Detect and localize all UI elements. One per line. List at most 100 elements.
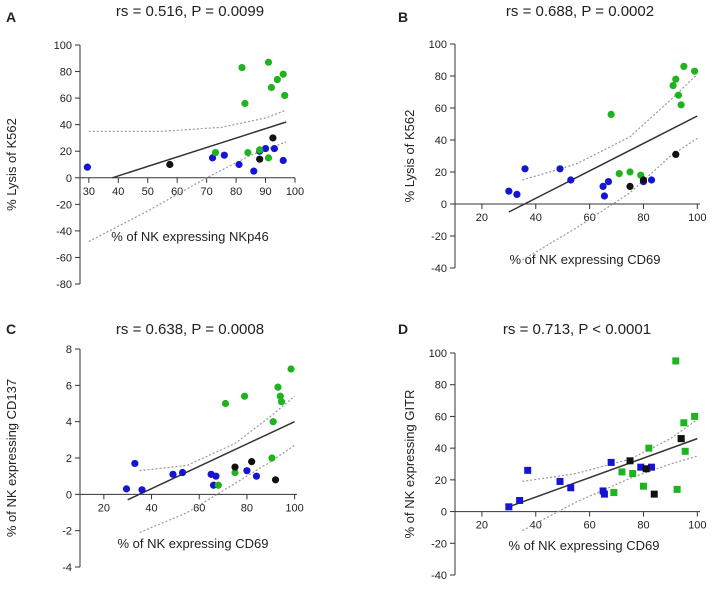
data-point-blue [524,466,532,474]
data-point-black [248,458,256,466]
y-tick-label: -40 [56,226,72,238]
y-axis-label: % Lysis of K562 [402,110,417,203]
data-point-green [607,110,615,118]
data-point-green [680,419,688,427]
y-tick-label: 80 [60,67,72,79]
data-point-blue [600,192,609,200]
data-point-blue [270,144,278,153]
x-tick-label: 100 [285,502,303,514]
data-point-blue [513,190,521,198]
y-tick-label: 0 [66,489,72,501]
panel-title: rs = 0.638, P = 0.0008 [116,321,264,338]
panel-letter: D [398,321,408,337]
y-tick-label: -20 [431,231,447,243]
data-point-green [264,58,273,66]
y-tick-label: 100 [429,348,447,360]
y-tick-label: -40 [431,570,447,582]
data-point-blue [243,467,251,475]
x-tick-label: 80 [230,186,242,198]
data-point-blue [637,463,645,471]
y-tick-label: 20 [435,475,447,487]
data-point-black [677,435,685,443]
data-point-green [672,75,680,83]
x-tick-label: 80 [637,212,649,224]
data-point-green [279,70,287,78]
y-tick-label: 0 [441,507,447,519]
data-point-green [615,170,623,178]
y-tick-label: 60 [435,411,447,423]
data-point-blue [131,459,139,468]
y-tick-label: 80 [435,380,447,392]
data-point-green [287,365,295,373]
data-point-blue [169,470,177,478]
x-tick-label: 60 [583,520,595,532]
y-tick-label: 60 [435,103,447,115]
x-tick-label: 80 [241,502,253,514]
y-tick-label: -4 [62,562,72,574]
y-tick-label: 80 [435,71,447,83]
y-tick-label: 6 [66,380,72,392]
x-tick-label: 40 [145,502,157,514]
data-point-green [277,398,286,406]
data-point-black [626,457,634,465]
data-point-green [629,470,637,478]
data-point-blue [521,165,529,173]
data-point-green [269,418,277,426]
ci-upper-curve [139,395,295,472]
data-point-blue [647,176,656,184]
ci-upper-curve [522,419,698,482]
y-tick-label: 4 [66,417,72,429]
data-point-green [610,489,618,497]
data-point-green [669,82,677,90]
y-tick-label: -20 [431,538,447,550]
data-point-black [231,463,239,471]
panel-title: rs = 0.713, P < 0.0001 [503,321,651,338]
regression-line [508,115,698,213]
y-tick-label: 100 [429,39,447,51]
data-point-blue [648,463,656,471]
y-tick-label: 40 [435,443,447,455]
y-tick-label: -60 [56,252,72,264]
data-point-green [639,482,647,490]
data-point-blue [599,182,607,190]
data-point-blue [252,472,261,480]
x-axis-label: % of NK expressing CD69 [508,538,659,553]
data-point-black [256,155,264,163]
x-tick-label: 60 [193,502,205,514]
x-tick-label: 20 [98,502,110,514]
x-tick-label: 90 [259,186,271,198]
data-point-green [268,454,276,462]
x-tick-label: 20 [476,212,488,224]
y-tick-label: -40 [431,263,447,275]
data-point-blue [604,178,613,186]
data-point-blue [250,167,258,175]
data-point-blue [600,490,608,498]
data-point-green [681,447,689,455]
regression-line [112,121,287,179]
x-tick-label: 50 [142,186,154,198]
data-point-green [221,399,230,408]
data-point-green [691,67,699,75]
data-point-green [626,168,634,176]
x-tick-label: 100 [688,212,706,224]
y-tick-label: 40 [60,120,72,132]
data-point-blue [220,151,228,159]
y-tick-label: 40 [435,135,447,147]
data-point-green [618,468,626,476]
panel-letter: C [6,321,16,337]
data-point-green [240,392,249,400]
data-point-blue [208,154,217,162]
x-axis-label: % of NK expressing CD69 [117,536,268,551]
y-tick-label: -80 [56,279,72,291]
data-point-green [264,154,273,162]
data-point-blue [607,458,615,466]
data-point-blue [505,187,513,195]
y-tick-label: 20 [60,146,72,158]
x-axis-label: % of NK expressing CD69 [509,252,660,267]
data-point-black [672,150,680,158]
data-point-black [642,465,650,473]
ci-upper-curve [522,73,698,181]
